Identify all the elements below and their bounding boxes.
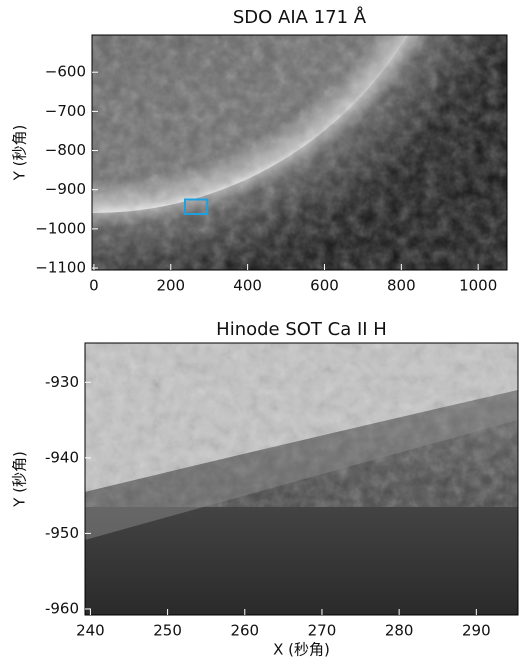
x-tick-label: 600 [310, 277, 339, 295]
x-tick-label: 250 [153, 622, 182, 640]
y-tick-label: −700 [45, 102, 86, 120]
y-axis-label: Y (秒角) [11, 451, 29, 508]
x-tick-label: 280 [385, 622, 414, 640]
region-box [183, 198, 209, 215]
chart-title: SDO AIA 171 Å [233, 6, 367, 28]
y-tick-label: −800 [45, 141, 86, 159]
y-tick-label: -930 [45, 373, 79, 391]
x-axis-label: X (秒角) [273, 641, 330, 659]
y-tick-label: −900 [45, 180, 86, 198]
x-tick-label: 240 [76, 622, 105, 640]
x-tick-label: 290 [462, 622, 491, 640]
y-tick-label: −1000 [35, 219, 86, 237]
x-tick-label: 0 [89, 277, 99, 295]
y-tick-label: -950 [45, 524, 79, 542]
chart-title: Hinode SOT Ca II H [216, 319, 387, 340]
plot-frame [84, 342, 519, 616]
y-tick-label: −1100 [35, 259, 86, 277]
y-tick-label: −600 [45, 63, 86, 81]
sot-image [85, 343, 518, 615]
y-axis-label: Y (秒角) [11, 125, 29, 182]
plot-frame [91, 34, 508, 271]
x-tick-label: 270 [308, 622, 337, 640]
x-tick-label: 200 [156, 277, 185, 295]
y-tick-label: -960 [45, 599, 79, 617]
aia-image [92, 35, 507, 270]
y-tick-label: -940 [45, 448, 79, 466]
x-tick-label: 260 [230, 622, 259, 640]
x-tick-label: 400 [233, 277, 262, 295]
x-tick-label: 800 [387, 277, 416, 295]
x-tick-label: 1000 [459, 277, 497, 295]
